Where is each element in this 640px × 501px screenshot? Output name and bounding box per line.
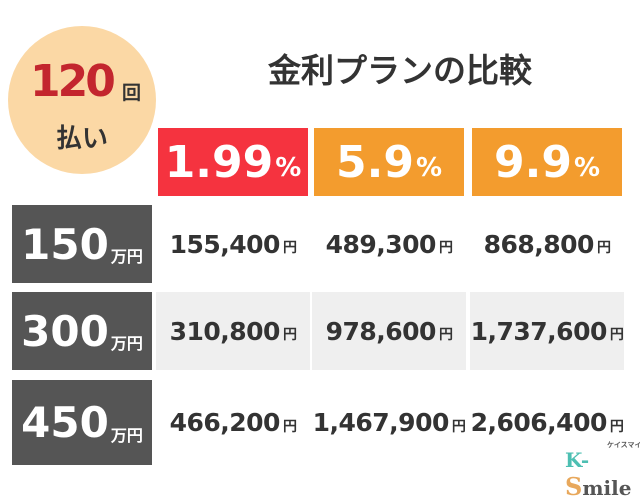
amount-unit: 万円 — [110, 334, 143, 353]
interest-amount: 2,606,400 — [470, 408, 608, 437]
interest-amount: 868,800 — [483, 229, 595, 259]
interest-amount: 155,400 — [169, 229, 281, 259]
interest-amount: 978,600 — [325, 316, 437, 346]
row-header-150: 150 万円 — [12, 205, 152, 283]
row-header-450: 450 万円 — [12, 380, 152, 465]
currency-unit: 円 — [596, 240, 611, 256]
interest-amount: 466,200 — [169, 408, 281, 437]
amount-unit: 万円 — [110, 247, 143, 266]
row-header-300: 300 万円 — [12, 292, 152, 370]
currency-unit: 円 — [609, 418, 624, 435]
rate-header-2: 5.9% — [314, 128, 464, 196]
interest-amount: 489,300 — [325, 229, 437, 259]
interest-amount: 1,467,900 — [312, 408, 450, 437]
currency-unit: 円 — [438, 327, 453, 343]
badge-suffix: 払い — [55, 124, 108, 154]
rate-header-1: 1.99% — [158, 128, 308, 196]
rate-unit: % — [573, 153, 600, 183]
interest-amount: 310,800 — [169, 316, 281, 346]
currency-unit: 円 — [282, 418, 297, 435]
loan-amount: 150 — [21, 219, 109, 269]
rate-value: 1.99 — [164, 136, 274, 188]
currency-unit: 円 — [282, 327, 297, 343]
page-title: 金利プランの比較 — [268, 51, 532, 90]
rate-value: 5.9 — [335, 136, 414, 188]
rate-header-3: 9.9% — [472, 128, 622, 196]
currency-unit: 円 — [282, 240, 297, 256]
currency-unit: 円 — [451, 418, 466, 435]
currency-unit: 円 — [438, 240, 453, 256]
loan-amount: 450 — [21, 398, 109, 447]
table-cell: 466,200 円 — [156, 380, 310, 465]
table-cell: 489,300 円 — [312, 205, 466, 283]
loan-amount: 300 — [21, 306, 109, 356]
rate-value: 9.9 — [493, 136, 572, 188]
interest-amount: 1,737,600 — [470, 316, 608, 346]
table-cell: 868,800 円 — [470, 205, 624, 283]
rate-unit: % — [415, 153, 442, 183]
table-cell: 1,737,600 円 — [470, 292, 624, 370]
payment-count-badge: 120 回 払い — [8, 26, 156, 174]
k-smile-logo: K-Smileケイスマイル — [565, 441, 640, 501]
table-cell: 310,800 円 — [156, 292, 310, 370]
table-cell: 978,600 円 — [312, 292, 466, 370]
currency-unit: 円 — [609, 327, 624, 343]
table-cell: 1,467,900 円 — [312, 380, 466, 465]
table-cell: 2,606,400 円 — [470, 380, 624, 465]
table-cell: 155,400 円 — [156, 205, 310, 283]
rate-unit: % — [275, 153, 302, 183]
badge-count: 120 — [30, 56, 116, 107]
badge-unit: 回 — [122, 82, 142, 104]
amount-unit: 万円 — [110, 425, 143, 445]
